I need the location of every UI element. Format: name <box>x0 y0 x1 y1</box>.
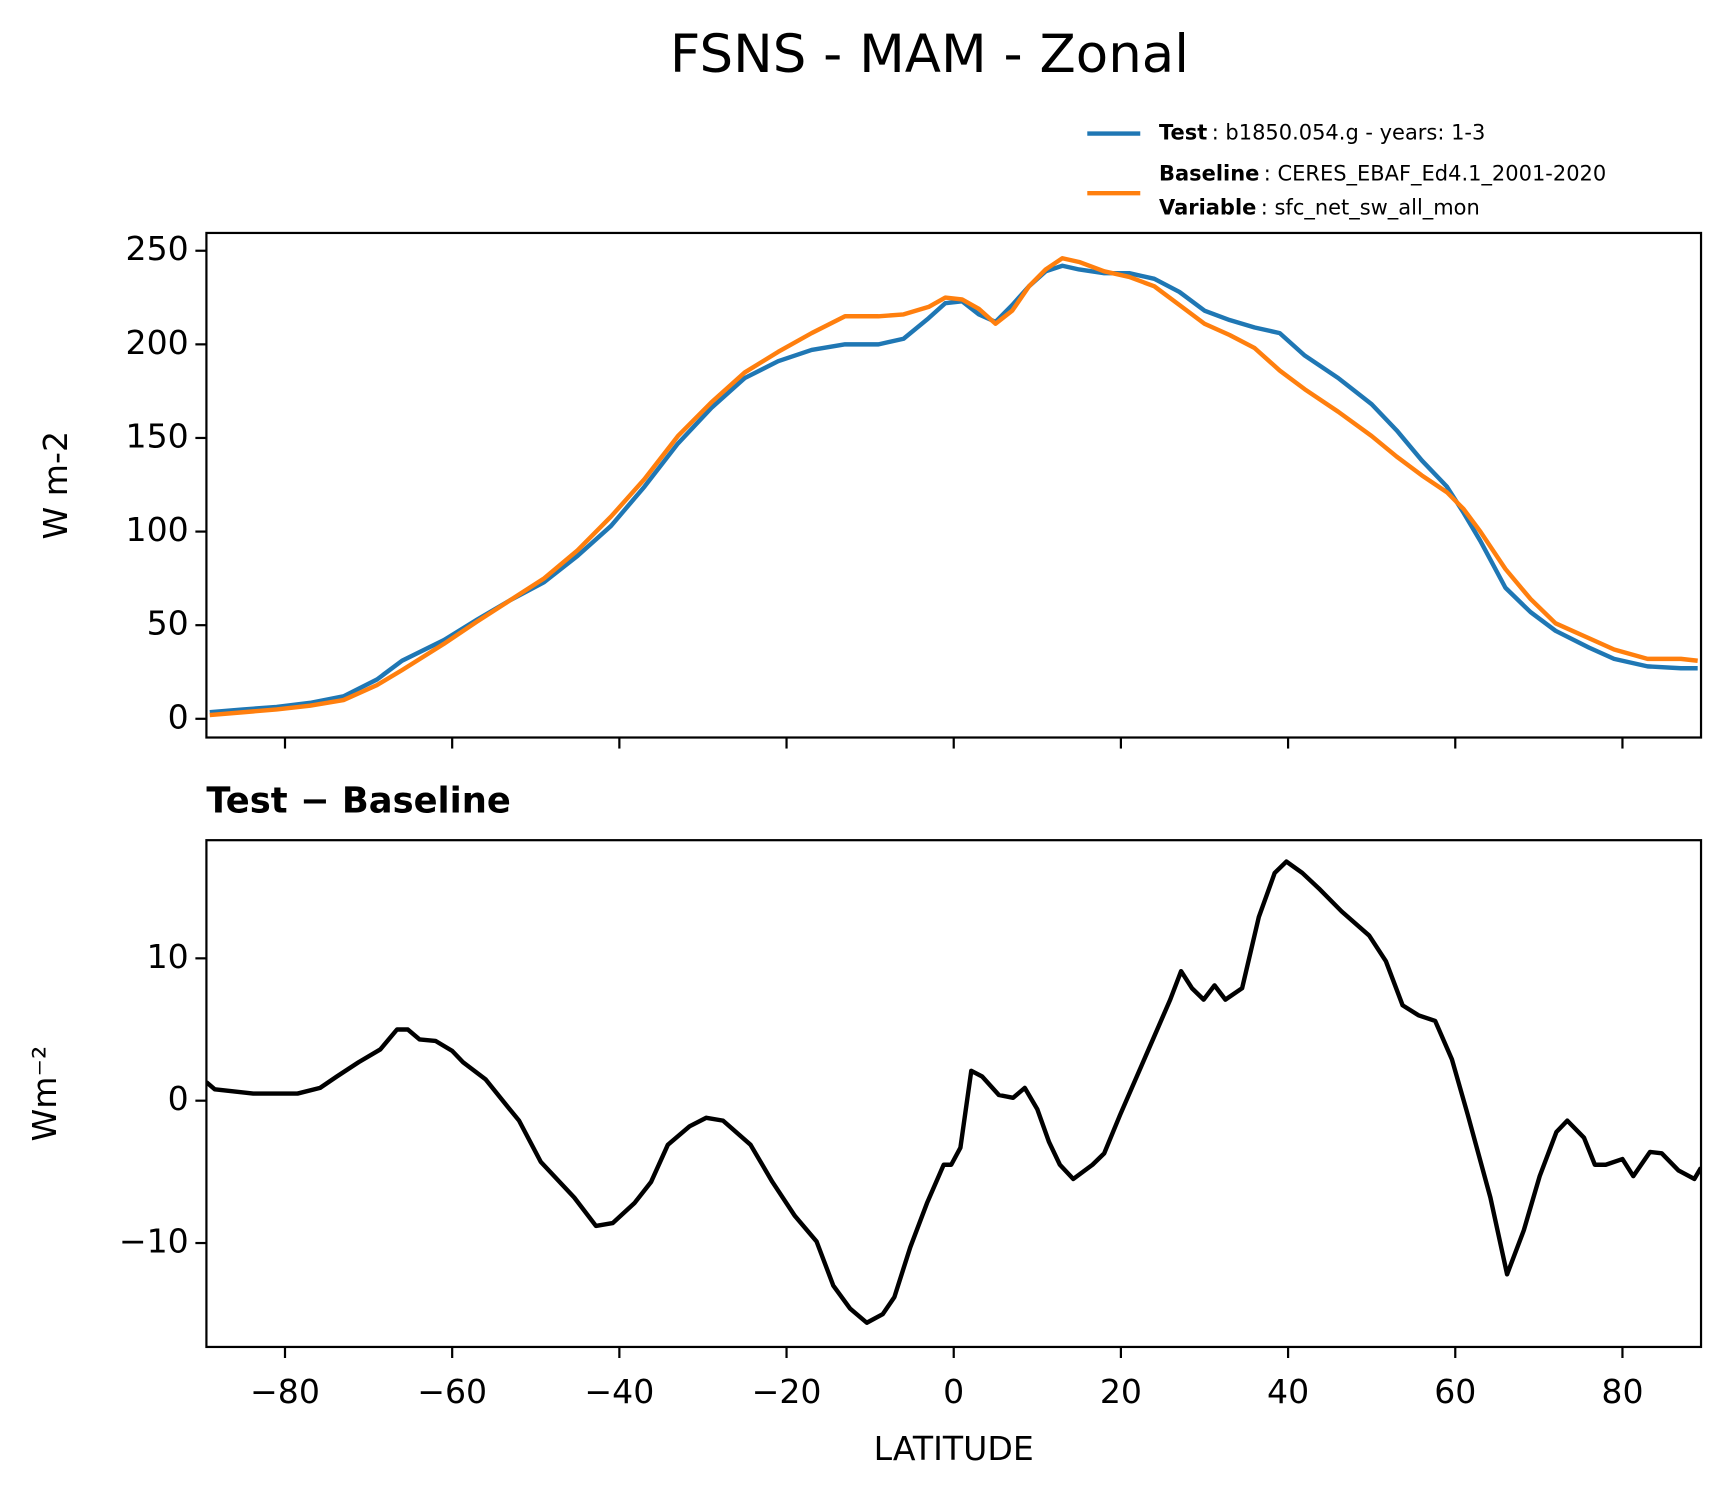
x-tick-label: −20 <box>752 1372 822 1411</box>
y-tick-label: 0 <box>168 1079 189 1118</box>
y-axis-label: W m-2 <box>36 431 75 540</box>
x-tick-label: 0 <box>943 1372 964 1411</box>
y-tick-label: 150 <box>126 416 189 455</box>
x-tick-label: 60 <box>1434 1372 1476 1411</box>
legend-entry: Test: b1850.054.g - years: 1-3 <box>1159 121 1485 145</box>
data-line <box>206 859 1702 1325</box>
figure-title: FSNS - MAM - Zonal <box>670 24 1189 85</box>
legend-detail: : b1850.054.g - years: 1-3 <box>1212 121 1486 145</box>
y-tick-label: 10 <box>147 937 189 976</box>
legend-detail: : CERES_EBAF_Ed4.1_2001-2020 <box>1264 161 1606 186</box>
legend-name: Baseline <box>1159 161 1259 185</box>
legend-entry: Variable: sfc_net_sw_all_mon <box>1159 196 1480 221</box>
x-tick-label: 80 <box>1601 1372 1643 1411</box>
x-tick-label: −60 <box>417 1372 487 1411</box>
data-line <box>209 263 1698 715</box>
x-tick-label: −80 <box>250 1372 320 1411</box>
y-axis-label: Wm⁻² <box>25 1046 64 1142</box>
legend-entry: Baseline: CERES_EBAF_Ed4.1_2001-2020 <box>1159 161 1606 186</box>
legend-name: Test <box>1159 121 1207 145</box>
data-line <box>209 256 1698 718</box>
y-tick-label: 200 <box>126 323 189 362</box>
y-tick-label: 250 <box>126 229 189 268</box>
axes-frame <box>205 839 1703 1349</box>
y-tick-label: 50 <box>147 604 189 643</box>
y-tick-label: 100 <box>126 510 189 549</box>
legend-detail: : sfc_net_sw_all_mon <box>1261 196 1480 221</box>
x-tick-label: −40 <box>584 1372 654 1411</box>
x-tick-label: 20 <box>1100 1372 1142 1411</box>
axes-title: Test − Baseline <box>206 781 510 822</box>
legend-name: Variable <box>1159 196 1256 220</box>
x-tick-label: 40 <box>1267 1372 1309 1411</box>
y-tick-label: −10 <box>119 1222 189 1261</box>
axes-frame <box>205 231 1703 739</box>
y-tick-label: 0 <box>168 697 189 736</box>
x-axis-label: LATITUDE <box>874 1429 1034 1468</box>
